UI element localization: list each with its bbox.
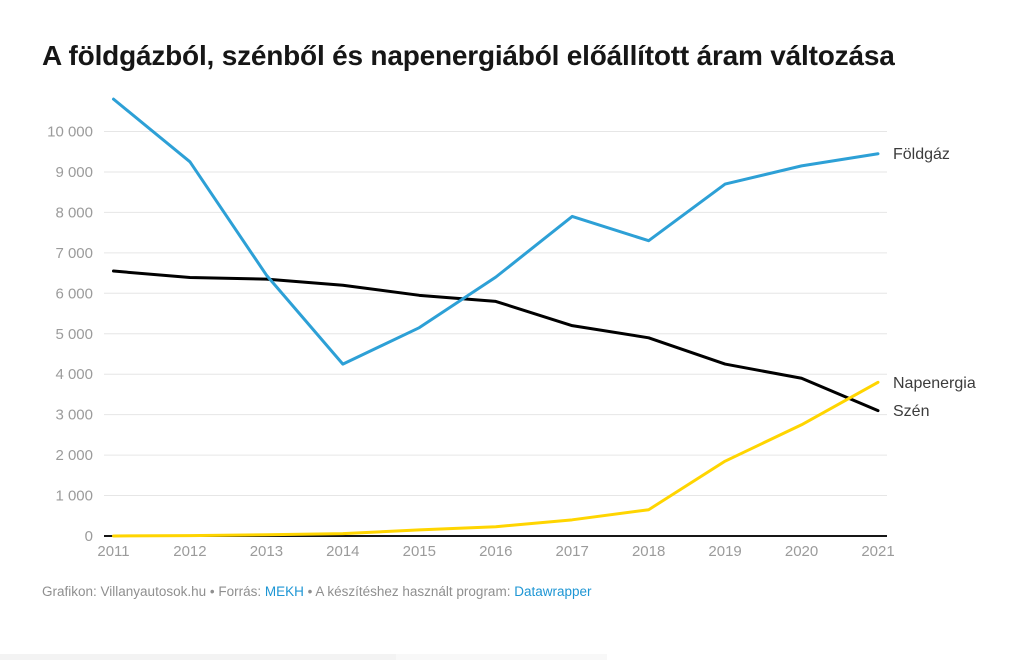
y-tick-label-8000: 8 000 [55,204,93,221]
cropped-bottom-bar-right [396,654,607,660]
y-tick-label-1000: 1 000 [55,488,93,505]
chart-footer: Grafikon: Villanyautosok.hu • Forrás: ME… [42,584,592,599]
y-tick-label-3000: 3 000 [55,407,93,424]
series-end-label-szen: Szén [893,403,929,420]
footer-link-datawrapper[interactable]: Datawrapper [514,584,592,599]
series-line-szen [112,269,880,413]
y-tick-label-7000: 7 000 [55,245,93,262]
y-tick-label-9000: 9 000 [55,164,93,181]
y-tick-label-0: 0 [85,528,93,545]
y-tick-label-10000: 10 000 [47,124,93,141]
series-line-foldgaz [112,97,880,366]
series-line-napenergia [112,380,880,538]
x-tick-label-2016: 2016 [479,543,512,560]
y-tick-label-5000: 5 000 [55,326,93,343]
x-tick-label-2017: 2017 [556,543,589,560]
y-tick-label-4000: 4 000 [55,366,93,383]
x-tick-label-2019: 2019 [708,543,741,560]
x-tick-label-2012: 2012 [173,543,206,560]
cropped-bottom-bar-left [0,654,396,660]
footer-text-grafikon: Grafikon: Villanyautosok.hu • Forrás: [42,584,265,599]
y-tick-label-6000: 6 000 [55,285,93,302]
x-tick-label-2011: 2011 [97,543,129,560]
series-end-label-napenergia: Napenergia [893,375,976,392]
x-tick-label-2020: 2020 [785,543,818,560]
footer-text-program: • A készítéshez használt program: [303,584,515,599]
x-tick-label-2015: 2015 [403,543,436,560]
x-tick-label-2013: 2013 [250,543,283,560]
x-tick-label-2021: 2021 [861,543,894,560]
cropped-bottom-bar [0,654,1024,660]
x-tick-label-2014: 2014 [326,543,359,560]
series-end-label-foldgaz: Földgáz [893,146,950,163]
x-tick-label-2018: 2018 [632,543,665,560]
y-tick-label-2000: 2 000 [55,447,93,464]
chart-title: A földgázból, szénből és napenergiából e… [42,40,895,71]
footer-link-mekh[interactable]: MEKH [264,584,304,599]
